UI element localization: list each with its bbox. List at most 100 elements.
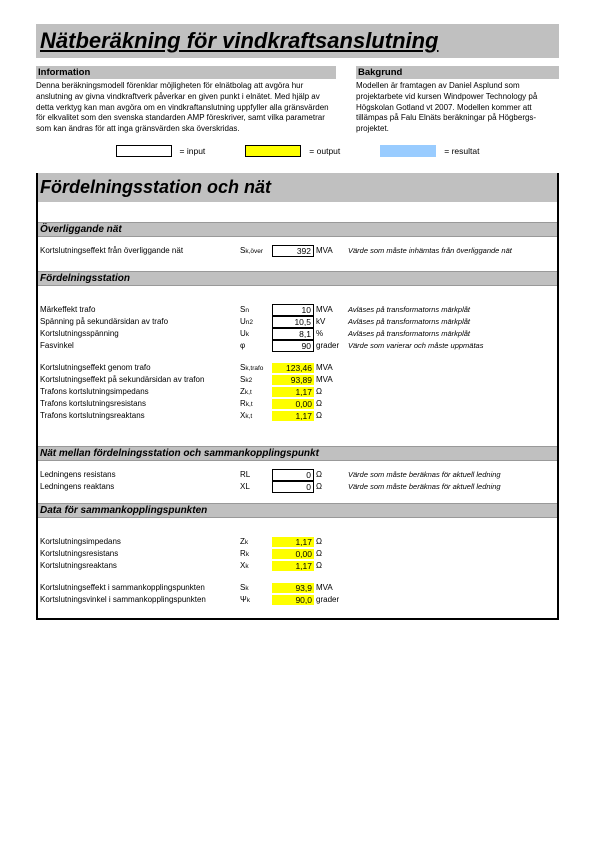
output-value: 93,9: [272, 583, 314, 593]
row-unit: Ω: [314, 399, 348, 408]
datakopp-group2: Kortslutningseffekt i sammankopplingspun…: [40, 582, 555, 606]
row-symbol: Rk: [240, 549, 272, 558]
row-unit: Ω: [314, 470, 348, 479]
data-row: KortslutningsresistansRk0,00Ω: [40, 548, 555, 560]
background-body: Modellen är framtagen av Daniel Asplund …: [356, 81, 559, 135]
data-row: Kortslutningseffekt från överliggande nä…: [40, 245, 555, 257]
row-unit: MVA: [314, 363, 348, 372]
output-value: 1,17: [272, 561, 314, 571]
nat-rows: Ledningens resistansRL0ΩVärde som måste …: [40, 469, 555, 493]
row-symbol: Zk: [240, 537, 272, 546]
row-symbol: Sk,över: [240, 246, 272, 255]
swatch-input: [116, 145, 172, 157]
background-heading: Bakgrund: [356, 66, 559, 79]
row-unit: Ω: [314, 482, 348, 491]
input-value[interactable]: 10,5: [272, 316, 314, 328]
row-note: Avläses på transformatorns märkplåt: [348, 317, 555, 326]
row-unit: kV: [314, 317, 348, 326]
output-value: 90,0: [272, 595, 314, 605]
row-unit: Ω: [314, 387, 348, 396]
output-value: 1,17: [272, 537, 314, 547]
input-value[interactable]: 90: [272, 340, 314, 352]
input-value[interactable]: 0: [272, 469, 314, 481]
data-row: Trafons kortslutningsresistansRk,t0,00Ω: [40, 398, 555, 410]
data-row: Spänning på sekundärsidan av trafoUn210,…: [40, 316, 555, 328]
row-unit: Ω: [314, 549, 348, 558]
row-unit: MVA: [314, 583, 348, 592]
row-note: Avläses på transformatorns märkplåt: [348, 329, 555, 338]
legend-result: = resultat: [444, 146, 479, 156]
title-bar: Nätberäkning för vindkraftsanslutning: [36, 24, 559, 58]
legend-input: = input: [180, 146, 206, 156]
info-body: Denna beräkningsmodell förenklar möjligh…: [36, 81, 336, 135]
row-symbol: Sn: [240, 305, 272, 314]
row-label: Ledningens reaktans: [40, 482, 240, 491]
row-symbol: Ψk: [240, 595, 272, 604]
data-row: Märkeffekt trafoSn10MVAAvläses på transf…: [40, 304, 555, 316]
nat-heading: Nät mellan fördelningsstation och samman…: [38, 446, 557, 461]
row-symbol: Un2: [240, 317, 272, 326]
row-label: Kortslutningsreaktans: [40, 561, 240, 570]
row-label: Kortslutningseffekt från överliggande nä…: [40, 246, 240, 255]
row-label: Kortslutningsimpedans: [40, 537, 240, 546]
row-unit: grader: [314, 595, 348, 604]
row-symbol: φ: [240, 341, 272, 350]
input-value[interactable]: 392: [272, 245, 314, 257]
fordel-group1: Märkeffekt trafoSn10MVAAvläses på transf…: [40, 304, 555, 352]
row-label: Kortslutningseffekt på sekundärsidan av …: [40, 375, 240, 384]
row-label: Trafons kortslutningsimpedans: [40, 387, 240, 396]
legend-output: = output: [309, 146, 340, 156]
data-row: Ledningens resistansRL0ΩVärde som måste …: [40, 469, 555, 481]
row-unit: MVA: [314, 375, 348, 384]
output-value: 1,17: [272, 387, 314, 397]
row-unit: MVA: [314, 246, 348, 255]
row-label: Ledningens resistans: [40, 470, 240, 479]
swatch-output: [245, 145, 301, 157]
data-row: Trafons kortslutningsimpedansZk,t1,17Ω: [40, 386, 555, 398]
input-value[interactable]: 10: [272, 304, 314, 316]
datakopp-heading: Data för sammankopplingspunkten: [38, 503, 557, 518]
row-note: Värde som måste inhämtas från överliggan…: [348, 246, 555, 255]
row-label: Kortslutningsvinkel i sammankopplingspun…: [40, 595, 240, 604]
row-note: Värde som måste beräknas för aktuell led…: [348, 470, 555, 479]
data-row: Trafons kortslutningsreaktansXk,t1,17Ω: [40, 410, 555, 422]
row-unit: Ω: [314, 411, 348, 420]
row-note: Avläses på transformatorns märkplåt: [348, 305, 555, 314]
row-symbol: RL: [240, 470, 272, 479]
row-symbol: XL: [240, 482, 272, 491]
legend: = input = output = resultat: [36, 145, 559, 157]
overliggande-heading: Överliggande nät: [38, 222, 557, 237]
row-note: Värde som varierar och måste uppmätas: [348, 341, 555, 350]
row-symbol: Xk,t: [240, 411, 272, 420]
row-symbol: Sk: [240, 583, 272, 592]
row-symbol: Sk2: [240, 375, 272, 384]
row-symbol: Rk,t: [240, 399, 272, 408]
swatch-result: [380, 145, 436, 157]
row-symbol: Uk: [240, 329, 272, 338]
row-label: Kortslutningsresistans: [40, 549, 240, 558]
input-value[interactable]: 0: [272, 481, 314, 493]
data-row: KortslutningsimpedansZk1,17Ω: [40, 536, 555, 548]
row-symbol: Xk: [240, 561, 272, 570]
section-heading-bar: Fördelningsstation och nät: [38, 173, 557, 202]
output-value: 93,89: [272, 375, 314, 385]
data-row: Ledningens reaktansXL0ΩVärde som måste b…: [40, 481, 555, 493]
input-value[interactable]: 8,1: [272, 328, 314, 340]
datakopp-group1: KortslutningsimpedansZk1,17ΩKortslutning…: [40, 536, 555, 572]
data-row: KortslutningsreaktansXk1,17Ω: [40, 560, 555, 572]
row-unit: grader: [314, 341, 348, 350]
fordel-group2: Kortslutningseffekt genom trafoSk,trafo 1…: [40, 362, 555, 422]
info-heading: Information: [36, 66, 336, 79]
row-label: Kortslutningsspänning: [40, 329, 240, 338]
row-label: Spänning på sekundärsidan av trafo: [40, 317, 240, 326]
row-label: Kortslutningseffekt i sammankopplingspun…: [40, 583, 240, 592]
overliggande-rows: Kortslutningseffekt från överliggande nä…: [40, 245, 555, 257]
row-label: Trafons kortslutningsreaktans: [40, 411, 240, 420]
row-unit: Ω: [314, 561, 348, 570]
data-row: Kortslutningseffekt i sammankopplingspun…: [40, 582, 555, 594]
row-symbol: Zk,t: [240, 387, 272, 396]
row-unit: MVA: [314, 305, 348, 314]
row-symbol: Sk,trafo: [240, 363, 272, 372]
row-label: Kortslutningseffekt genom trafo: [40, 363, 240, 372]
page-title: Nätberäkning för vindkraftsanslutning: [40, 28, 555, 54]
